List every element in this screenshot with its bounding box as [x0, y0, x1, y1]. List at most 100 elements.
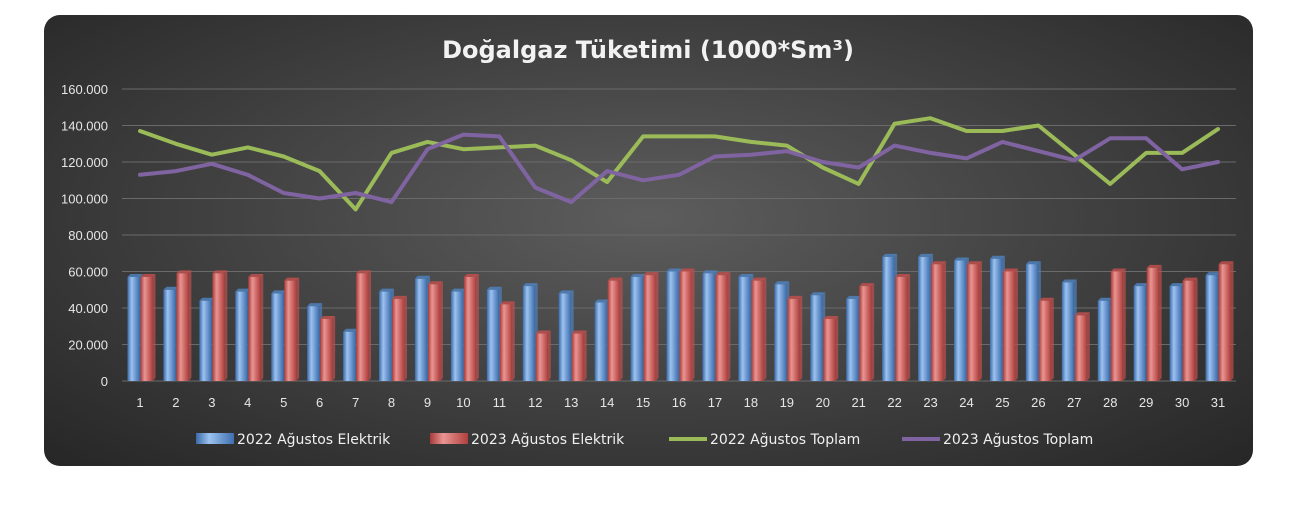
bar	[715, 272, 731, 381]
bar-top	[271, 290, 287, 294]
bar-side	[260, 273, 264, 381]
bar	[1038, 297, 1054, 381]
bar-front	[1025, 264, 1038, 381]
x-axis-ticks: 1 2 3 4 5 6 7 8 9 10 11 12 13 14 15 16 17 18 19 20 21 22 23 24 2…	[136, 395, 1225, 410]
x-tick-label: 26	[1031, 395, 1045, 410]
bar-side	[547, 330, 551, 381]
bar-front	[607, 280, 620, 381]
bar	[895, 273, 911, 381]
bar	[918, 253, 934, 381]
bar-side	[368, 270, 372, 381]
bar-top	[1038, 297, 1054, 301]
bar-top	[392, 295, 408, 299]
x-tick-label: 20	[816, 395, 830, 410]
bar-side	[691, 268, 695, 381]
bar	[535, 330, 551, 381]
bar	[630, 273, 646, 381]
bar-front	[271, 293, 284, 381]
bar-front	[307, 306, 320, 381]
bar-side	[619, 277, 623, 381]
legend-label: 2023 Ağustos Toplam	[943, 432, 1093, 448]
bar	[486, 286, 502, 381]
legend-item: 2022 Ağustos Elektrik	[196, 432, 391, 448]
bar-top	[379, 288, 395, 292]
bar-top	[1061, 279, 1077, 283]
bar-top	[140, 273, 156, 277]
bar-front	[787, 298, 800, 381]
y-axis-ticks: 0 20.000 40.000 60.000 80.000 100.000 120.000 1…	[61, 82, 108, 389]
bar-top	[679, 268, 695, 272]
bar-top	[499, 301, 515, 305]
bar	[1182, 277, 1198, 381]
y-tick-label: 20.000	[68, 338, 108, 353]
bar	[823, 315, 839, 381]
bar-front	[199, 300, 212, 381]
bar-top	[787, 295, 803, 299]
bar	[643, 272, 659, 381]
bar-front	[558, 293, 571, 381]
bar-front	[1133, 286, 1146, 381]
legend-item: 2023 Ağustos Toplam	[902, 432, 1093, 448]
bar-front	[966, 264, 979, 381]
x-tick-label: 2	[172, 395, 179, 410]
x-tick-label: 7	[352, 395, 359, 410]
bar-front	[535, 333, 548, 381]
x-tick-label: 23	[923, 395, 937, 410]
x-tick-label: 4	[244, 395, 251, 410]
bar-side	[907, 273, 911, 381]
bar-top	[235, 288, 251, 292]
bar-front	[1002, 271, 1015, 381]
bar-front	[163, 289, 176, 381]
bar-top	[414, 275, 430, 279]
x-tick-label: 18	[744, 395, 758, 410]
bar-top	[558, 290, 574, 294]
bar-top	[1002, 268, 1018, 272]
bar-top	[486, 286, 502, 290]
bar-front	[594, 302, 607, 381]
legend-item: 2023 Ağustos Elektrik	[430, 432, 625, 448]
bar-front	[212, 273, 225, 381]
bar	[284, 277, 300, 381]
legend-label: 2022 Ağustos Toplam	[710, 432, 860, 448]
bar	[882, 253, 898, 381]
bar-side	[1086, 312, 1090, 381]
bar-front	[810, 295, 823, 381]
bar	[522, 283, 538, 381]
x-tick-label: 6	[316, 395, 323, 410]
bar	[607, 277, 623, 381]
bar	[1146, 264, 1162, 381]
bar-front	[1097, 300, 1110, 381]
bar	[307, 303, 323, 381]
bar-front	[918, 256, 931, 381]
bar	[931, 261, 947, 381]
bar	[751, 277, 767, 381]
bar-side	[1158, 264, 1162, 381]
bar	[235, 288, 251, 381]
bar-top	[1097, 297, 1113, 301]
bar-front	[427, 284, 440, 381]
bar-side	[943, 261, 947, 381]
bar	[343, 328, 359, 381]
bar-side	[475, 273, 479, 381]
x-tick-label: 27	[1067, 395, 1081, 410]
bar	[463, 273, 479, 381]
bar	[966, 261, 982, 381]
bar-side	[871, 283, 875, 381]
bar-side	[1230, 261, 1234, 381]
bar-top	[427, 281, 443, 285]
bar-top	[571, 330, 587, 334]
bar-front	[1074, 315, 1087, 381]
bar-front	[953, 260, 966, 381]
bar-front	[1218, 264, 1231, 381]
bar-front	[284, 280, 297, 381]
bar-front	[1205, 275, 1218, 381]
bar-top	[463, 273, 479, 277]
bar	[738, 273, 754, 381]
chart-canvas: Doğalgaz Tüketimi (1000*Sm³) 0 20.000 40.0…	[61, 36, 1236, 448]
chart-title: Doğalgaz Tüketimi (1000*Sm³)	[442, 36, 854, 64]
x-tick-label: 24	[959, 395, 973, 410]
bar-front	[989, 258, 1002, 381]
bar-top	[1182, 277, 1198, 281]
bar	[163, 286, 179, 381]
bar-side	[296, 277, 300, 381]
